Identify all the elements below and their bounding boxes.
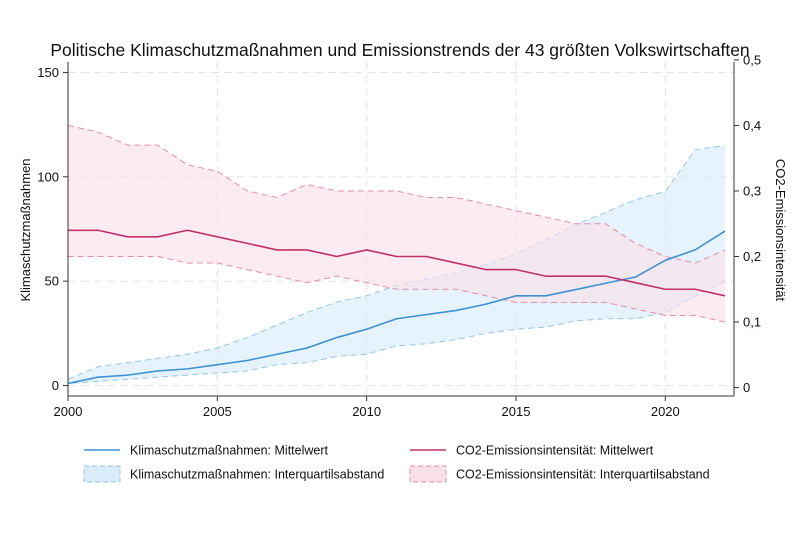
legend-swatch-band	[83, 465, 121, 483]
series-line-2	[67, 230, 726, 385]
legend-label: CO2-Emissionsintensität: Interquartilsab…	[456, 468, 710, 482]
y-tick-label-left: 100	[37, 169, 59, 184]
legend-label: Klimaschutzmaßnahmen: Mittelwert	[130, 444, 329, 458]
x-tick-label: 2010	[352, 404, 381, 419]
x-tick-label: 2000	[54, 404, 83, 419]
y-tick-label-right: 0,5	[743, 52, 761, 67]
band-layer	[67, 124, 726, 384]
y-tick-label-left: 0	[52, 378, 59, 393]
band-area-1	[68, 125, 726, 323]
band-lower-edge-0	[67, 280, 726, 384]
x-tick-label: 2015	[502, 404, 531, 419]
y-tick-label-right: 0,2	[743, 249, 761, 264]
y-axis-title-right: CO2-Emissionsintensität	[773, 159, 788, 302]
y-tick-label-right: 0,1	[743, 315, 761, 330]
y-tick-label-right: 0	[743, 380, 750, 395]
legend-label: Klimaschutzmaßnahmen: Interquartilsabsta…	[130, 468, 384, 482]
y-tick-label-left: 50	[45, 274, 59, 289]
y-tick-label-left: 150	[37, 65, 59, 80]
chart-title: Politische Klimaschutzmaßnahmen und Emis…	[50, 40, 749, 60]
x-tick-label: 2020	[651, 404, 680, 419]
band-lower-edge-1	[68, 255, 726, 323]
x-tick-label: 2005	[203, 404, 232, 419]
legend-label: CO2-Emissionsintensität: Mittelwert	[456, 444, 654, 458]
y-axis-title-left: Klimaschutzmaßnahmen	[18, 158, 33, 301]
y-tick-label-right: 0,3	[743, 183, 761, 198]
band-upper-edge-1	[67, 124, 726, 264]
legend-swatch-band	[409, 465, 447, 483]
y-tick-label-right: 0,4	[743, 118, 761, 133]
series-line-3	[68, 229, 726, 297]
legend: Klimaschutzmaßnahmen: Mittelwert CO2-Emis…	[83, 444, 710, 483]
line-layer	[67, 229, 726, 385]
axis-layer: 2000 2005 2010 2015 2020 0 50 100 150 0 0,1 0,2 0,3 0…	[37, 52, 761, 419]
